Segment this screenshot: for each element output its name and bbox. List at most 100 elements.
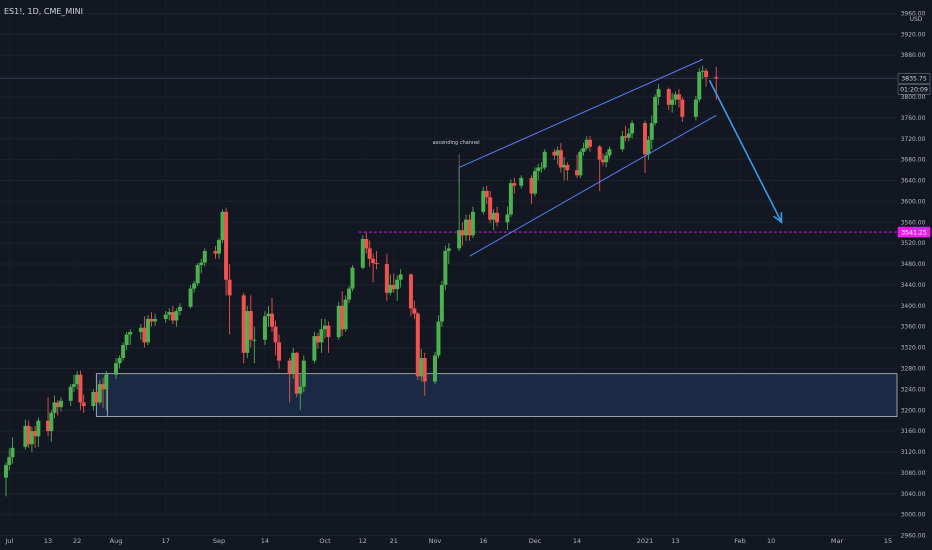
candle-body [666, 89, 671, 105]
candle-body [446, 248, 451, 252]
candle-body [81, 402, 86, 407]
candle-body [670, 99, 675, 105]
candle-body [398, 274, 403, 280]
candle-body [266, 313, 271, 317]
candle-body [75, 374, 80, 385]
price-tick-label: 3440.00 [901, 282, 926, 289]
candle-body [104, 374, 109, 390]
candle-body [298, 386, 303, 394]
candle-body [495, 212, 500, 223]
candle-body [347, 288, 352, 300]
candle-body [217, 240, 221, 254]
candle-body [59, 400, 63, 408]
candle-body [174, 311, 179, 321]
candle-body [649, 123, 654, 140]
candle-body [391, 284, 396, 290]
candle-body [536, 167, 541, 172]
candle-body [620, 136, 625, 150]
last-price-label-box [897, 73, 931, 84]
candle-body [552, 151, 557, 156]
candle-body [623, 136, 628, 138]
candle-body [558, 150, 563, 168]
time-tick-label: Sep [213, 537, 225, 545]
price-tick-label: 3040.00 [901, 491, 926, 498]
time-tick-label: 10 [767, 537, 775, 545]
candle-body [519, 177, 524, 186]
candle-body [262, 316, 267, 340]
candle-body [693, 99, 698, 117]
candle-body [177, 306, 182, 312]
price-tick-label: 3640.00 [901, 178, 926, 185]
candle-body [367, 248, 372, 259]
price-tick-label: 3760.00 [901, 115, 926, 122]
candle-body [364, 238, 369, 249]
candle-body [273, 326, 278, 343]
candle-body [252, 339, 257, 341]
price-tick-label: 3280.00 [901, 365, 926, 372]
price-tick-label: 3400.00 [901, 303, 926, 310]
candle-body [360, 238, 365, 268]
candle-body [128, 331, 133, 335]
projection-arrow-shaft[interactable] [708, 79, 783, 223]
price-tick-label: 3880.00 [901, 52, 926, 59]
candle-body [470, 211, 475, 236]
candle-body [371, 258, 376, 264]
candle-body [697, 71, 702, 100]
channel-upper-line[interactable] [458, 58, 703, 168]
candle-body [384, 264, 389, 293]
price-tick-label: 3960.00 [901, 10, 926, 17]
candle-body [202, 251, 207, 263]
candle-body [433, 355, 437, 382]
candle-body [312, 336, 317, 361]
time-tick-label: Jul [4, 537, 13, 545]
candle-body [270, 313, 274, 327]
candle-body [227, 279, 232, 296]
channel-lower-line[interactable] [469, 114, 717, 257]
candle-body [29, 431, 34, 445]
candle-body [94, 391, 99, 403]
time-tick-label: Dec [529, 537, 542, 545]
candle-body [170, 312, 175, 321]
candle-body [163, 314, 168, 319]
candle-body [114, 363, 118, 375]
candle-body [52, 402, 57, 413]
projection-arrow-head[interactable] [773, 212, 783, 224]
candle-body [301, 360, 306, 387]
candle-body [323, 325, 327, 330]
candle-body [71, 384, 76, 387]
time-axis[interactable]: Jul 13 22 Aug 17 Sep 14 Oct 12 21 Nov 16 Dec 14 2021 13… [4, 537, 892, 545]
candle-body [326, 325, 331, 338]
candle-body [488, 197, 493, 220]
projection-arrow[interactable] [708, 79, 783, 224]
ascending-channel[interactable] [458, 58, 717, 257]
candle-body [195, 265, 200, 284]
candle-body [213, 251, 218, 254]
candle-body [491, 212, 496, 220]
candles [4, 65, 719, 497]
candle-body [676, 94, 681, 100]
candle-body [597, 146, 602, 160]
price-tick-label: 3520.00 [901, 240, 926, 247]
demand-zone-rect [95, 373, 898, 417]
candle-body [49, 412, 54, 432]
price-tick-label: 3600.00 [901, 198, 926, 205]
candle-body [588, 139, 592, 147]
candle-body [419, 358, 424, 377]
candle-body [241, 295, 246, 353]
candle-body [467, 219, 472, 236]
price-tick-label: 3120.00 [901, 449, 926, 456]
time-tick-label: 17 [162, 537, 170, 545]
candle-body [374, 263, 379, 265]
time-tick-label: 2021 [637, 537, 654, 545]
time-tick-label: Nov [429, 537, 442, 545]
candle-body [199, 262, 204, 266]
candle-body [145, 318, 150, 343]
candle-body [422, 358, 427, 382]
candle-body [646, 139, 651, 155]
price-tick-label: 3680.00 [901, 157, 926, 164]
candle-body [277, 342, 282, 361]
candle-body [91, 391, 96, 407]
price-tick-label: 3080.00 [901, 470, 926, 477]
price-tick-label: 3480.00 [901, 261, 926, 268]
